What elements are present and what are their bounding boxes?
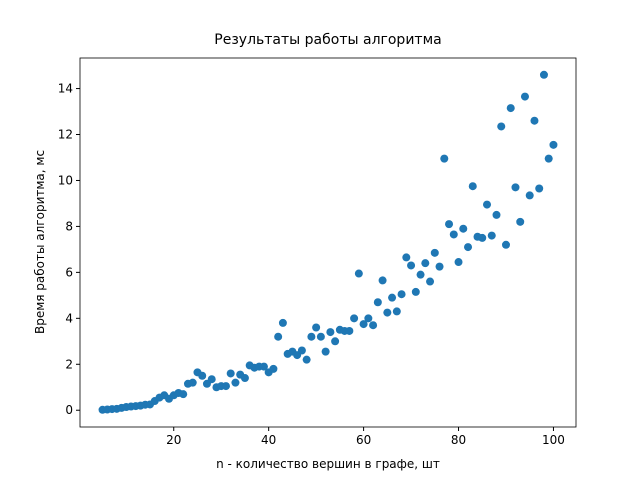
point: [468, 182, 477, 191]
y-tick-label: 6: [65, 265, 73, 279]
point: [530, 116, 539, 125]
point: [459, 224, 468, 233]
point: [188, 378, 197, 387]
point: [511, 183, 520, 192]
point: [364, 314, 373, 323]
point: [416, 270, 425, 279]
point: [359, 320, 368, 329]
x-tick-label: 20: [166, 433, 181, 447]
point: [402, 253, 411, 262]
point: [240, 374, 249, 383]
point: [426, 277, 435, 286]
point: [411, 287, 420, 296]
y-axis-label: Время работы алгоритма, мс: [33, 150, 47, 334]
point: [198, 371, 207, 380]
point: [440, 154, 449, 163]
point: [478, 233, 487, 242]
y-tick-label: 10: [58, 173, 73, 187]
point: [297, 346, 306, 355]
point: [302, 355, 311, 364]
point: [388, 293, 397, 302]
point: [435, 262, 444, 271]
point: [350, 314, 359, 323]
point: [274, 332, 283, 341]
x-tick-label: 100: [542, 433, 565, 447]
x-tick-label: 80: [451, 433, 466, 447]
chart-title: Результаты работы алгоритма: [214, 32, 441, 48]
point: [464, 243, 473, 252]
y-tick-label: 14: [58, 82, 73, 96]
point: [549, 140, 558, 149]
point: [326, 328, 335, 337]
point: [392, 307, 401, 316]
point: [226, 369, 235, 378]
point: [383, 308, 392, 317]
x-tick-label: 60: [356, 433, 371, 447]
y-tick-label: 12: [58, 128, 73, 142]
y-tick-label: 8: [65, 219, 73, 233]
y-tick-label: 0: [65, 403, 73, 417]
point: [497, 122, 506, 131]
point: [407, 261, 416, 270]
point: [516, 217, 525, 226]
x-axis-label: n - количество вершин в графе, шт: [216, 457, 440, 471]
point: [445, 220, 454, 229]
point: [525, 191, 534, 200]
point: [373, 298, 382, 307]
point: [207, 375, 216, 384]
point: [231, 378, 240, 387]
y-tick-label: 2: [65, 357, 73, 371]
point: [345, 326, 354, 335]
point: [454, 258, 463, 267]
y-tick-label: 4: [65, 311, 73, 325]
point: [520, 92, 529, 101]
point: [492, 210, 501, 219]
point: [369, 321, 378, 330]
point: [544, 154, 553, 163]
x-tick-label: 40: [261, 433, 276, 447]
point: [397, 290, 406, 299]
point: [354, 269, 363, 278]
point: [449, 230, 458, 239]
plot-frame: [79, 57, 577, 428]
point: [259, 362, 268, 371]
point: [487, 231, 496, 240]
point: [321, 347, 330, 356]
point: [312, 323, 321, 332]
point: [483, 200, 492, 209]
point: [269, 364, 278, 373]
point: [421, 259, 430, 268]
point: [278, 318, 287, 327]
point: [501, 240, 510, 249]
point: [539, 70, 548, 79]
point: [535, 184, 544, 193]
point: [179, 390, 188, 399]
point: [307, 332, 316, 341]
point: [331, 337, 340, 346]
point: [430, 248, 439, 257]
point: [378, 276, 387, 285]
point: [221, 382, 230, 391]
point: [506, 104, 515, 113]
point: [316, 332, 325, 341]
